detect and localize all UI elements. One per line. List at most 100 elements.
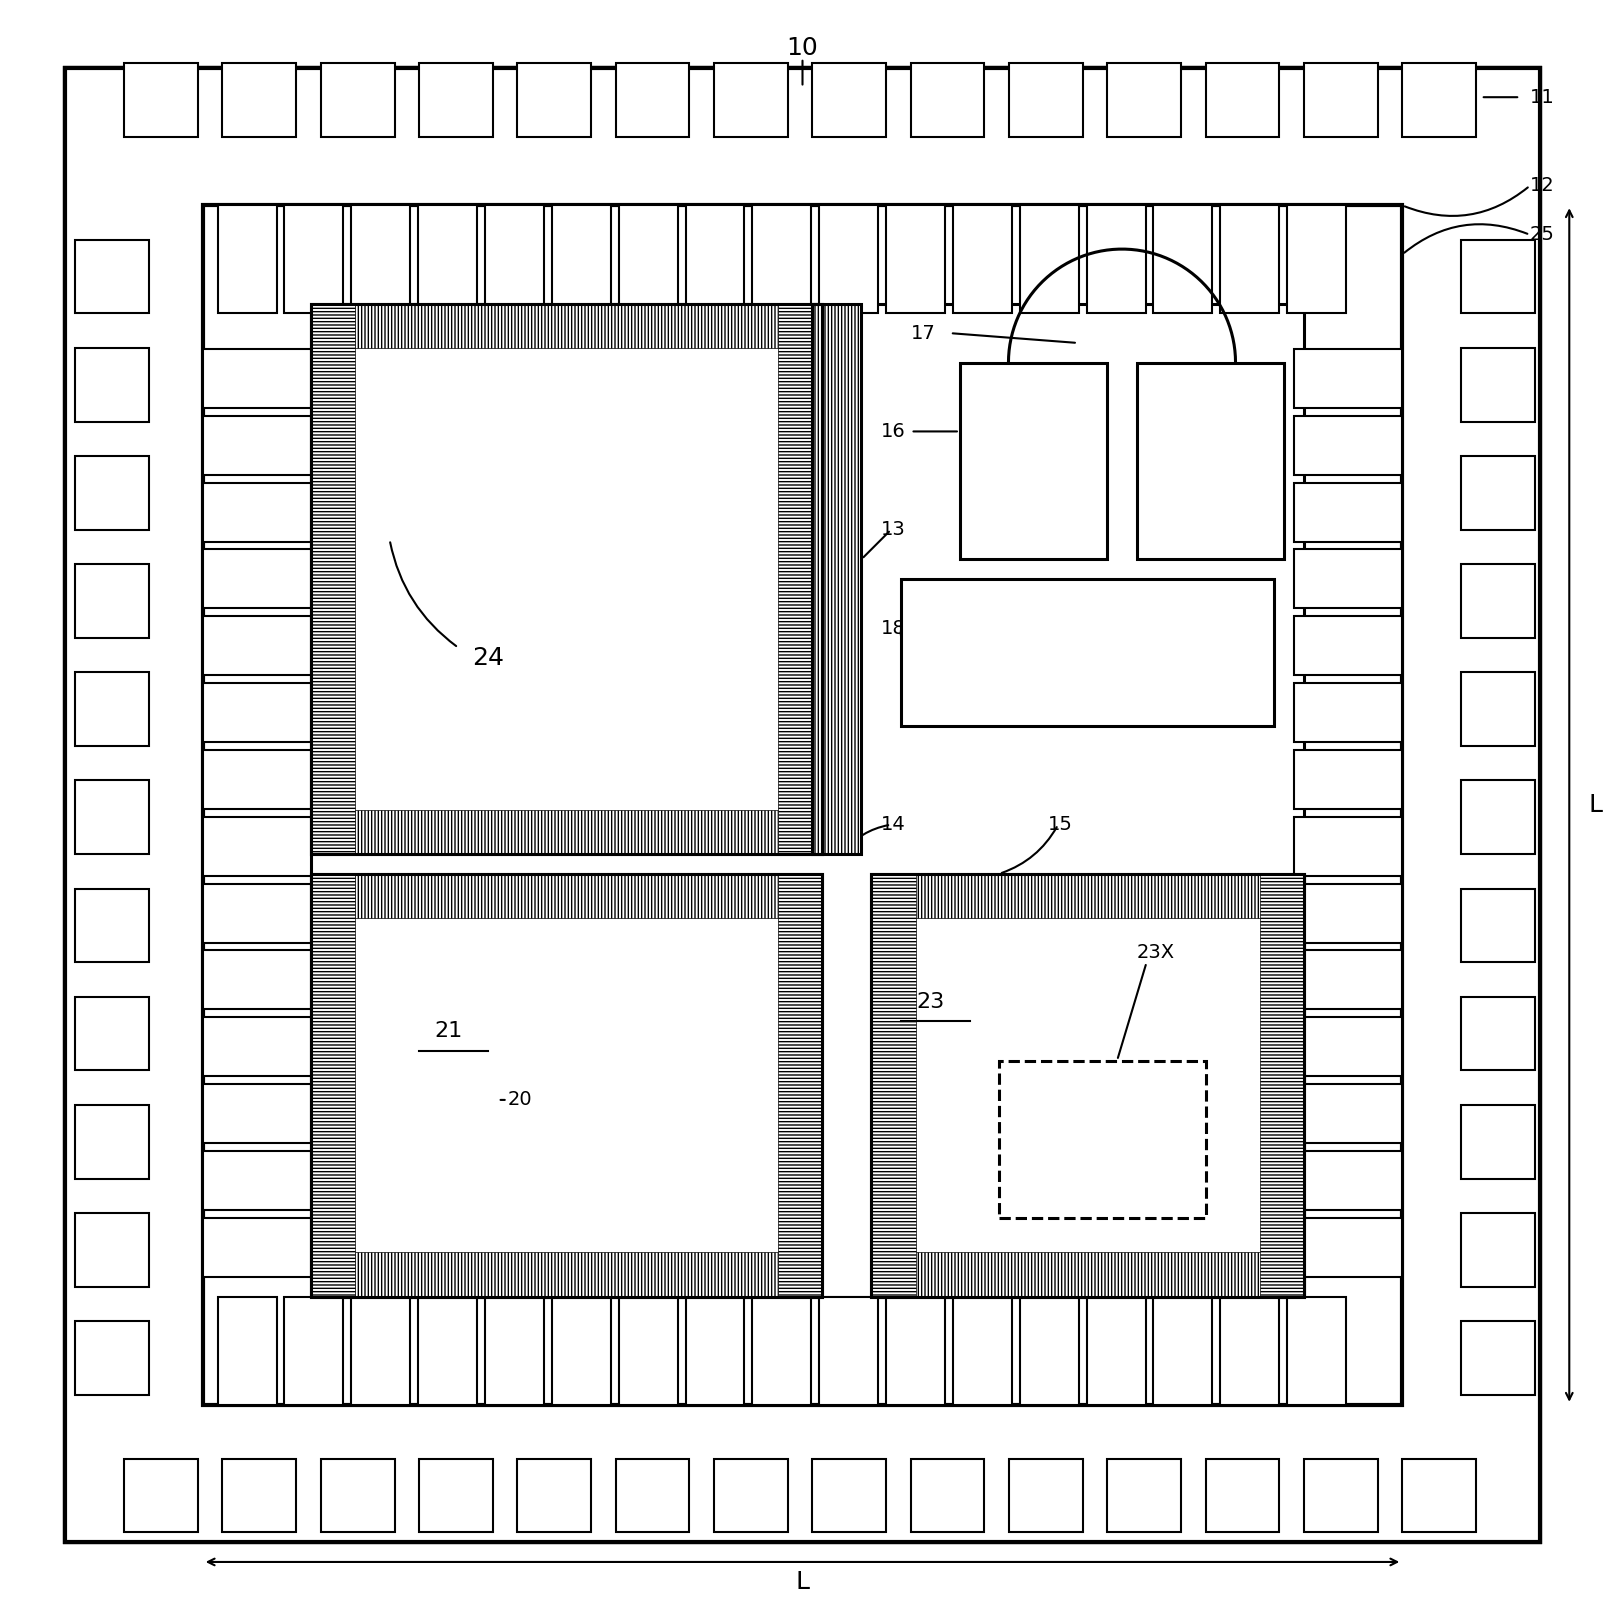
Text: 14: 14 <box>881 815 905 834</box>
Bar <box>419 1459 493 1533</box>
Bar <box>75 1212 149 1286</box>
Bar <box>311 874 822 1296</box>
Bar <box>311 874 822 918</box>
Bar <box>1461 1322 1534 1394</box>
Bar <box>1205 63 1279 137</box>
Bar <box>351 206 411 314</box>
Bar <box>1136 362 1284 559</box>
Bar <box>202 1084 311 1143</box>
Bar <box>872 874 1303 1296</box>
Bar <box>552 1296 612 1404</box>
Bar <box>202 683 311 742</box>
Bar <box>953 1296 1011 1404</box>
Bar <box>812 1459 886 1533</box>
Bar <box>321 63 395 137</box>
Bar <box>124 1459 197 1533</box>
Bar <box>202 750 311 808</box>
Bar <box>685 206 745 314</box>
Text: 25: 25 <box>1530 225 1555 245</box>
Bar <box>753 1296 812 1404</box>
Bar <box>1087 1296 1146 1404</box>
Bar <box>618 1296 677 1404</box>
Bar <box>872 874 1303 1296</box>
Bar <box>1019 206 1079 314</box>
Bar <box>1461 456 1534 530</box>
Bar <box>517 63 591 137</box>
Bar <box>202 884 311 942</box>
Bar <box>1205 1459 1279 1533</box>
Bar <box>960 362 1107 559</box>
Bar <box>223 1459 297 1533</box>
Bar <box>753 206 812 314</box>
Bar <box>284 206 343 314</box>
Bar <box>202 483 311 541</box>
Bar <box>75 348 149 422</box>
Bar <box>812 63 886 137</box>
Bar <box>311 304 822 855</box>
Bar <box>1294 617 1403 675</box>
Bar <box>1294 349 1403 407</box>
Bar <box>1287 1296 1347 1404</box>
Bar <box>284 1296 343 1404</box>
Text: 17: 17 <box>910 324 936 343</box>
Bar <box>311 810 822 855</box>
Bar <box>202 349 311 407</box>
Bar <box>886 1296 945 1404</box>
Bar <box>1294 483 1403 541</box>
Bar <box>321 1459 395 1533</box>
Bar <box>202 1151 311 1211</box>
Bar <box>1461 240 1534 314</box>
Bar <box>1294 1217 1403 1277</box>
Bar <box>202 415 311 475</box>
Bar <box>1260 874 1303 1296</box>
Bar <box>953 206 1011 314</box>
Bar <box>1303 1459 1377 1533</box>
Bar <box>419 206 477 314</box>
Bar <box>1287 206 1347 314</box>
Bar <box>218 1296 276 1404</box>
Bar <box>75 1104 149 1179</box>
Bar <box>311 304 822 855</box>
Text: 22: 22 <box>1117 874 1141 894</box>
Bar <box>311 304 822 348</box>
Bar <box>1403 1459 1477 1533</box>
Bar <box>223 63 297 137</box>
Bar <box>311 304 355 855</box>
Bar <box>812 304 862 855</box>
Bar <box>616 1459 690 1533</box>
Bar <box>1461 997 1534 1071</box>
Text: L: L <box>1589 794 1603 816</box>
Bar <box>1294 950 1403 1009</box>
Bar <box>886 206 945 314</box>
Text: 23X: 23X <box>1136 943 1175 961</box>
Bar <box>1303 63 1377 137</box>
Bar <box>1461 1212 1534 1286</box>
Text: 15: 15 <box>1048 815 1074 834</box>
Bar <box>872 1253 1303 1296</box>
Bar <box>872 874 1303 918</box>
Bar <box>1220 1296 1279 1404</box>
Bar <box>1294 1018 1403 1077</box>
Bar <box>1019 1296 1079 1404</box>
Bar <box>1087 206 1146 314</box>
Bar <box>812 304 862 855</box>
Text: L: L <box>796 1570 809 1594</box>
Bar <box>124 63 197 137</box>
Bar <box>1107 1459 1181 1533</box>
Bar <box>1294 884 1403 942</box>
Text: 24: 24 <box>472 646 504 670</box>
Bar <box>1294 415 1403 475</box>
Bar <box>351 1296 411 1404</box>
Bar <box>778 304 822 855</box>
Bar <box>1403 63 1477 137</box>
Bar <box>75 997 149 1071</box>
Bar <box>75 1322 149 1394</box>
Bar <box>311 874 822 1296</box>
Bar <box>1461 781 1534 855</box>
Bar <box>1107 63 1181 137</box>
Bar <box>202 816 311 876</box>
Bar <box>872 874 915 1296</box>
Bar <box>311 1253 822 1296</box>
Bar <box>552 206 612 314</box>
Text: 12: 12 <box>1530 175 1555 195</box>
